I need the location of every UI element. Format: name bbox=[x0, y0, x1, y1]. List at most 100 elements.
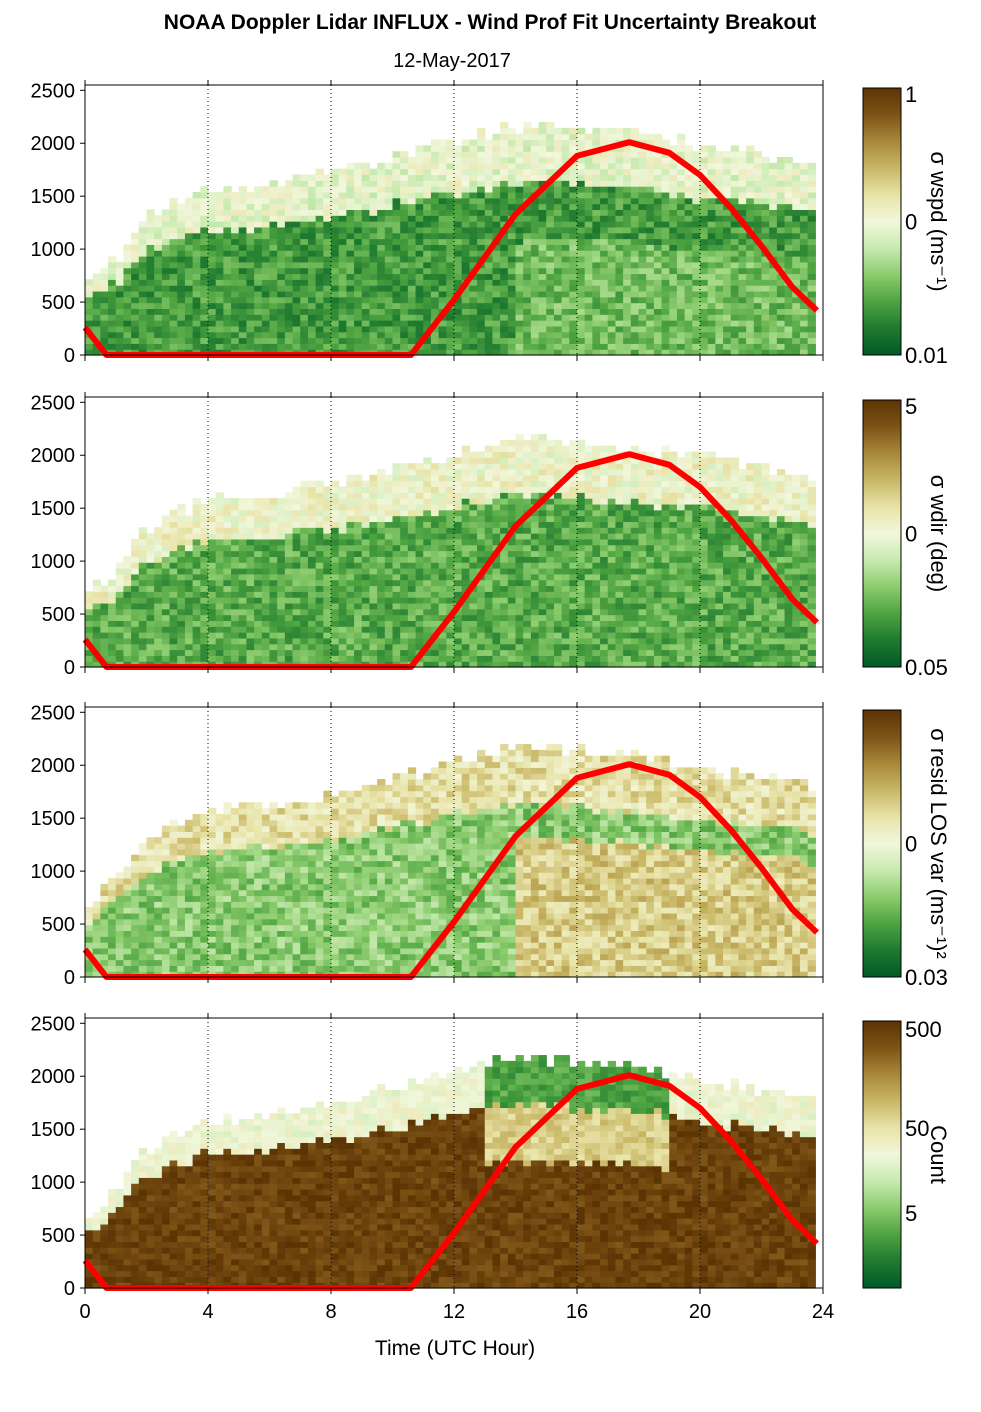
heatmap-cell bbox=[577, 320, 586, 327]
heatmap-cell bbox=[684, 191, 693, 199]
heatmap-cell bbox=[361, 503, 371, 511]
heatmap-cell bbox=[323, 620, 332, 627]
heatmap-cell bbox=[315, 655, 324, 662]
heatmap-cell bbox=[761, 290, 770, 298]
heatmap-cell bbox=[461, 320, 470, 327]
heatmap-cell bbox=[461, 469, 470, 476]
heatmap-cell bbox=[323, 515, 332, 523]
heatmap-cell bbox=[484, 503, 494, 511]
heatmap-cell bbox=[446, 325, 455, 333]
heatmap-cell bbox=[246, 649, 255, 656]
heatmap-cell bbox=[108, 256, 117, 263]
heatmap-cell bbox=[438, 232, 447, 240]
heatmap-cell bbox=[161, 649, 171, 656]
heatmap-cell bbox=[492, 579, 501, 587]
heatmap-cell bbox=[423, 267, 432, 275]
heatmap-cell bbox=[346, 215, 355, 222]
heatmap-cell bbox=[607, 162, 617, 170]
heatmap-cell bbox=[407, 296, 417, 304]
heatmap-cell bbox=[776, 331, 786, 339]
heatmap-cell bbox=[776, 186, 786, 193]
heatmap-cell bbox=[307, 643, 317, 651]
heatmap-cell bbox=[231, 544, 240, 552]
heatmap-cell bbox=[415, 349, 424, 356]
heatmap-cell bbox=[346, 503, 355, 511]
heatmap-cell bbox=[600, 325, 609, 333]
heatmap-cell bbox=[799, 180, 809, 187]
heatmap-cell bbox=[761, 215, 770, 222]
heatmap-cell bbox=[661, 302, 670, 310]
heatmap-cell bbox=[300, 585, 309, 592]
heatmap-cell bbox=[354, 320, 363, 327]
heatmap-cell bbox=[799, 197, 809, 205]
heatmap-cell bbox=[515, 538, 524, 546]
heatmap-cell bbox=[438, 602, 447, 610]
heatmap-cell bbox=[169, 285, 178, 292]
heatmap-cell bbox=[377, 503, 386, 511]
heatmap-cell bbox=[384, 614, 394, 622]
heatmap-cell bbox=[292, 244, 301, 251]
heatmap-cell bbox=[799, 221, 809, 228]
heatmap-cell bbox=[269, 215, 278, 222]
heatmap-cell bbox=[254, 238, 263, 245]
heatmap-cell bbox=[400, 486, 409, 493]
heatmap-cell bbox=[261, 632, 271, 639]
heatmap-cell bbox=[623, 296, 632, 304]
heatmap-cell bbox=[384, 521, 394, 528]
heatmap-cell bbox=[592, 290, 601, 298]
heatmap-cell bbox=[323, 498, 332, 505]
heatmap-cell bbox=[615, 343, 624, 350]
heatmap-cell bbox=[338, 538, 347, 546]
heatmap-cell bbox=[131, 343, 140, 350]
heatmap-cell bbox=[446, 480, 455, 488]
heatmap-cell bbox=[407, 591, 417, 598]
heatmap-cell bbox=[346, 544, 355, 552]
heatmap-cell bbox=[669, 343, 678, 350]
heatmap-cell bbox=[369, 556, 378, 563]
heatmap-cell bbox=[277, 568, 286, 575]
heatmap-cell bbox=[538, 434, 547, 441]
heatmap-cell bbox=[215, 197, 224, 205]
heatmap-cell bbox=[246, 521, 255, 528]
heatmap-cell bbox=[461, 568, 470, 575]
heatmap-cell bbox=[492, 314, 501, 321]
heatmap-cell bbox=[208, 585, 217, 592]
heatmap-cell bbox=[461, 550, 470, 557]
heatmap-cell bbox=[569, 308, 578, 315]
heatmap-cell bbox=[523, 250, 532, 257]
heatmap-cell bbox=[177, 556, 186, 563]
heatmap-cell bbox=[254, 226, 263, 234]
heatmap-cell bbox=[561, 127, 570, 135]
heatmap-cell bbox=[254, 290, 263, 298]
heatmap-cell bbox=[261, 550, 271, 557]
heatmap-cell bbox=[254, 591, 263, 598]
heatmap-cell bbox=[292, 637, 301, 645]
heatmap-cell bbox=[108, 637, 117, 645]
heatmap-cell bbox=[354, 637, 363, 645]
heatmap-cell bbox=[792, 215, 801, 222]
heatmap-cell bbox=[246, 573, 255, 581]
heatmap-cell bbox=[730, 302, 740, 310]
heatmap-cell bbox=[192, 267, 201, 275]
heatmap-cell bbox=[192, 320, 201, 327]
heatmap-cell bbox=[715, 302, 724, 310]
heatmap-cell bbox=[646, 168, 655, 176]
heatmap-cell bbox=[261, 573, 271, 581]
heatmap-cell bbox=[461, 573, 470, 581]
heatmap-cell bbox=[215, 550, 224, 557]
heatmap-cell bbox=[454, 608, 463, 616]
heatmap-cell bbox=[569, 174, 578, 181]
heatmap-cell bbox=[254, 191, 263, 199]
heatmap-cell bbox=[269, 591, 278, 598]
heatmap-cell bbox=[446, 521, 455, 528]
heatmap-cell bbox=[131, 643, 140, 651]
heatmap-cell bbox=[300, 573, 309, 581]
heatmap-cell bbox=[546, 320, 555, 327]
heatmap-cell bbox=[784, 325, 793, 333]
heatmap-cell bbox=[177, 343, 186, 350]
heatmap-cell bbox=[492, 643, 501, 651]
heatmap-cell bbox=[561, 151, 570, 158]
heatmap-cell bbox=[423, 602, 432, 610]
heatmap-cell bbox=[469, 550, 478, 557]
heatmap-cell bbox=[184, 620, 194, 627]
